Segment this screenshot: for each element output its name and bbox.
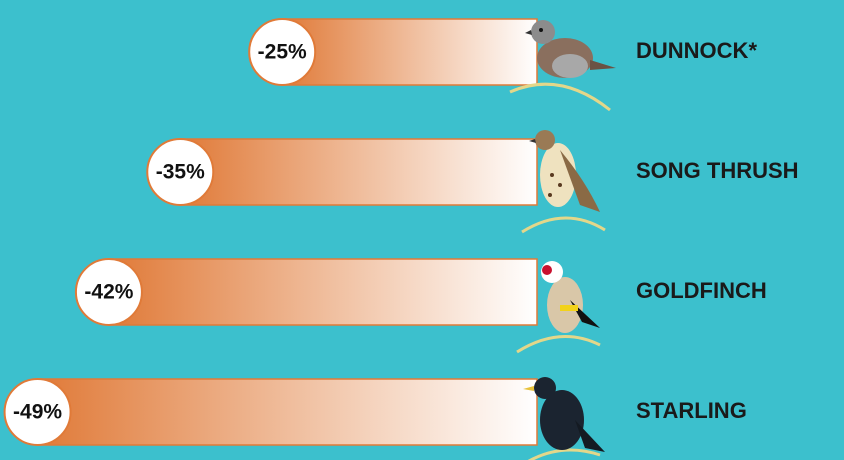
category-label: GOLDFINCH	[636, 278, 767, 303]
bar	[179, 138, 538, 206]
bird-song-thrush	[521, 130, 606, 234]
value-badge	[74, 258, 143, 326]
bird-goldfinch	[516, 261, 601, 354]
bird-starling	[523, 377, 605, 460]
category-label: DUNNOCK*	[636, 38, 757, 63]
category-label: STARLING	[636, 398, 747, 423]
value-badge	[146, 138, 215, 206]
bar	[108, 258, 538, 326]
value-label: -49%	[13, 401, 62, 424]
bird-dunnock	[509, 20, 616, 112]
value-label: -25%	[258, 41, 307, 64]
value-badge	[248, 18, 317, 86]
bar	[36, 378, 538, 446]
bar	[281, 18, 538, 86]
value-label: -35%	[156, 161, 205, 184]
value-label: -42%	[84, 281, 133, 304]
category-label: SONG THRUSH	[636, 158, 799, 183]
bird-illustrations	[509, 20, 616, 460]
value-badge	[3, 378, 72, 446]
